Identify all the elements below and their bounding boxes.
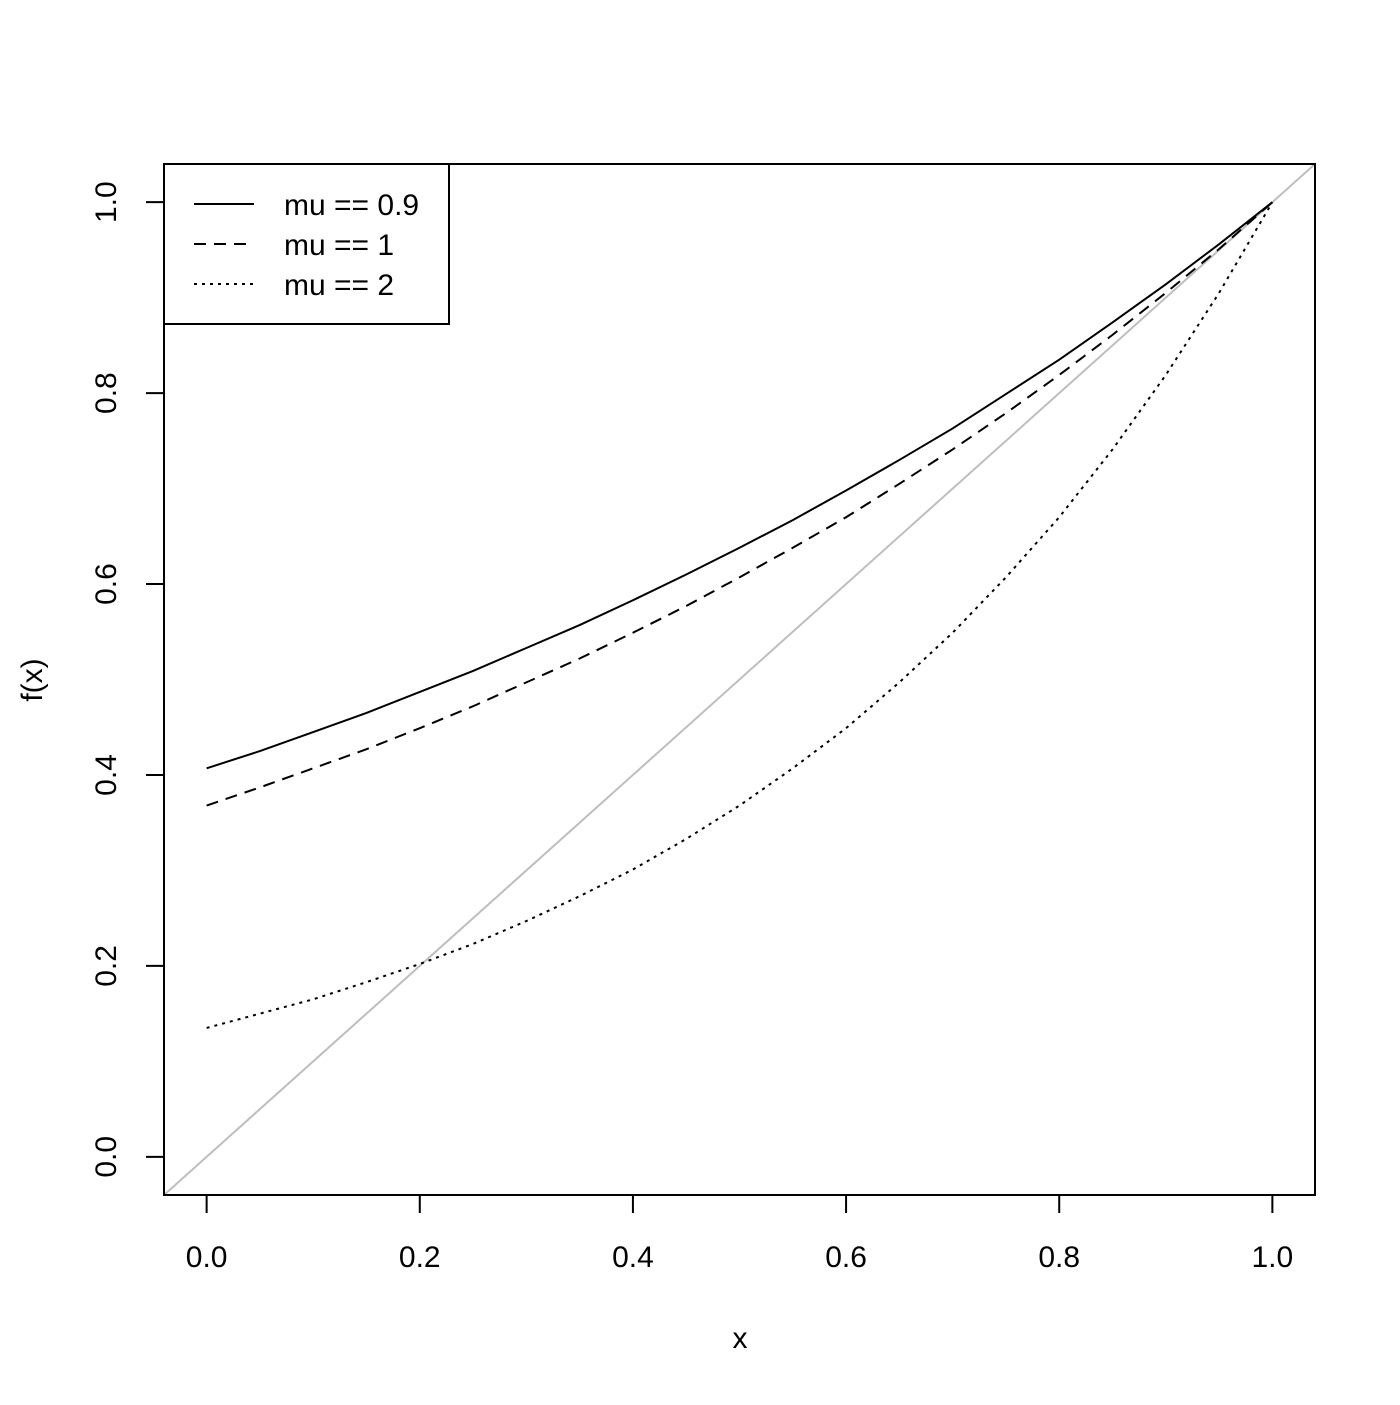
series-line — [206, 201, 1274, 807]
legend-label: mu == 0.9 — [284, 189, 419, 222]
x-tick-label: 0.2 — [399, 1241, 441, 1274]
x-tick-label: 0.0 — [186, 1241, 228, 1274]
legend-label: mu == 2 — [284, 269, 394, 302]
legend-box — [163, 163, 450, 325]
x-tick-label: 0.6 — [825, 1241, 867, 1274]
x-tick-label: 1.0 — [1252, 1241, 1294, 1274]
x-tick-label: 0.4 — [612, 1241, 654, 1274]
x-axis-label: x — [733, 1322, 748, 1355]
series-line — [206, 201, 1273, 770]
y-tick-label: 0.2 — [90, 945, 123, 987]
legend-label: mu == 1 — [284, 229, 394, 262]
series-line — [206, 201, 1274, 1029]
y-tick-label: 1.0 — [90, 181, 123, 223]
y-tick-label: 0.4 — [90, 754, 123, 796]
x-tick-label: 0.8 — [1038, 1241, 1080, 1274]
reference-line — [163, 163, 1316, 1196]
y-tick-label: 0.6 — [90, 563, 123, 605]
y-tick-label: 0.8 — [90, 372, 123, 414]
y-axis-label: f(x) — [16, 658, 49, 701]
plot-frame — [163, 163, 1316, 1196]
y-tick-label: 0.0 — [90, 1136, 123, 1178]
